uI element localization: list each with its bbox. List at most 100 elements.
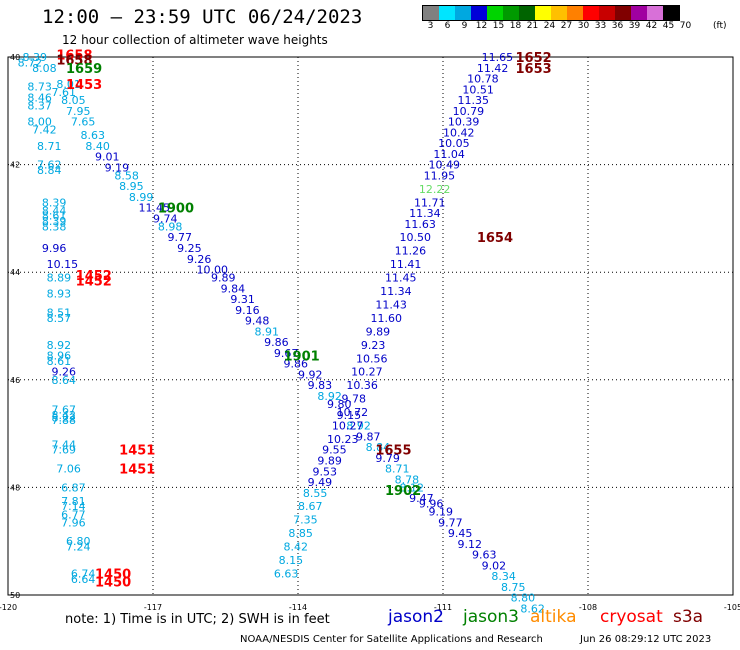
wave-height-reading: 8.62 xyxy=(520,602,545,615)
wave-height-reading: 6.77 xyxy=(61,508,86,521)
wave-height-reading: 9.31 xyxy=(230,293,255,306)
wave-height-reading: 8.84 xyxy=(37,164,62,177)
wave-height-reading: 9.16 xyxy=(235,304,260,317)
legend-swatch xyxy=(567,6,583,20)
wave-height-reading: 8.78 xyxy=(395,473,420,486)
wave-height-reading: 10.27 xyxy=(332,420,364,433)
pass-time-label: 1453 xyxy=(66,78,102,93)
wave-height-reading: 11.45 xyxy=(385,272,417,285)
wave-height-reading: 8.98 xyxy=(158,220,183,233)
wave-height-reading: 9.83 xyxy=(308,379,333,392)
pass-time-label: 1902 xyxy=(385,484,421,499)
wave-height-reading: 10.49 xyxy=(429,159,461,172)
wave-height-reading: 8.64 xyxy=(52,374,77,387)
wave-height-reading: 8.15 xyxy=(279,554,304,567)
wave-height-reading: 8.05 xyxy=(61,94,86,107)
satellite-jason2-label: jason2 xyxy=(388,607,444,627)
wave-height-reading: 11.95 xyxy=(424,169,456,182)
legend-swatch xyxy=(503,6,519,20)
wave-height-reading: 12.22 xyxy=(419,183,451,196)
pass-time-label: 1659 xyxy=(66,62,102,77)
wave-height-reading: 8.92 xyxy=(317,390,342,403)
wave-height-reading: 10.72 xyxy=(337,406,369,419)
wave-height-reading: 8.37 xyxy=(27,99,52,112)
wave-height-reading: 8.63 xyxy=(81,129,106,142)
legend-label: 42 xyxy=(645,21,658,31)
wave-height-reading: 9.19 xyxy=(105,161,129,174)
wave-height-reading: 9.48 xyxy=(245,315,269,328)
wave-height-reading: 8.00 xyxy=(27,116,52,129)
wave-height-reading: 8.73 xyxy=(27,81,52,94)
wave-height-reading: 8.01 xyxy=(56,78,80,91)
pass-time-label: 1653 xyxy=(516,62,552,77)
wave-height-reading: 9.55 xyxy=(322,444,347,457)
wave-height-reading: 8.22 xyxy=(52,411,77,424)
map-subtitle: 12 hour collection of altimeter wave hei… xyxy=(62,33,328,47)
wave-height-reading: 7.95 xyxy=(66,105,91,118)
wave-height-reading: 8.39 xyxy=(23,51,48,64)
pass-time-label: 1451 xyxy=(119,444,155,459)
wave-height-reading: 8.55 xyxy=(303,487,328,500)
wave-height-reading: 10.51 xyxy=(462,83,494,96)
wave-height-reading: 7.44 xyxy=(52,438,77,451)
legend-swatch xyxy=(615,6,631,20)
wave-height-reading: 7.42 xyxy=(32,124,57,137)
wave-height-reading: 8.91 xyxy=(255,325,280,338)
wave-height-reading: 9.25 xyxy=(177,242,202,255)
pass-time-label: 1900 xyxy=(158,202,194,217)
legend-label: 9 xyxy=(461,21,468,31)
wave-height-reading: 8.42 xyxy=(52,409,77,422)
latitude-tick-label: 40 xyxy=(10,53,20,62)
wave-height-reading: 9.86 xyxy=(264,336,289,349)
wave-height-reading: 8.95 xyxy=(119,180,143,193)
wave-height-reading: 9.01 xyxy=(95,151,120,164)
pass-time-label: 1451 xyxy=(119,463,155,478)
wave-height-reading: 10.78 xyxy=(467,73,499,86)
wave-height-reading: 9.87 xyxy=(356,430,381,443)
wave-height-reading: 9.19 xyxy=(429,506,454,519)
legend-swatch xyxy=(599,6,615,20)
pass-time-label: 1652 xyxy=(516,51,552,66)
generation-timestamp: Jun 26 08:29:12 UTC 2023 xyxy=(580,634,712,645)
legend-swatch xyxy=(647,6,663,20)
wave-height-reading: 10.50 xyxy=(400,231,432,244)
wave-height-reading: 8.89 xyxy=(47,272,72,285)
wave-height-reading: 6.74 xyxy=(71,567,96,580)
wave-height-reading: 8.42 xyxy=(284,541,309,554)
wave-height-reading: 7.65 xyxy=(71,116,96,129)
wave-height-reading: 9.49 xyxy=(308,476,333,489)
wave-height-reading: 7.62 xyxy=(37,159,62,172)
wave-height-reading: 10.79 xyxy=(453,105,485,118)
latitude-tick-label: 42 xyxy=(10,161,20,170)
wave-height-reading: 11.34 xyxy=(409,207,441,220)
legend-swatch xyxy=(439,6,455,20)
wave-height-reading: 8.08 xyxy=(32,62,57,75)
wave-height-reading: 10.39 xyxy=(448,116,480,129)
wave-height-reading: 9.89 xyxy=(211,272,236,285)
wave-height-reading: 9.78 xyxy=(342,393,367,406)
wave-height-reading: 7.35 xyxy=(293,514,318,527)
legend-label: 15 xyxy=(492,21,505,31)
wave-height-reading: 9.96 xyxy=(419,498,444,511)
longitude-tick-label: -117 xyxy=(144,603,162,612)
wave-height-reading: 7.61 xyxy=(52,86,77,99)
wave-height-reading: 9.53 xyxy=(313,465,338,478)
wave-height-reading: 7.69 xyxy=(52,444,77,457)
wave-height-reading: 7.96 xyxy=(61,516,86,529)
pass-time-label: 1658 xyxy=(56,54,92,69)
wave-height-reading: 9.26 xyxy=(187,253,212,266)
pass-time-label: 1452 xyxy=(76,274,112,289)
satellite-altika-label: altika xyxy=(530,607,577,627)
wave-height-reading: 6.64 xyxy=(71,573,96,586)
wave-height-reading: 11.43 xyxy=(375,298,407,311)
wave-height-reading: 8.96 xyxy=(47,350,72,363)
wave-height-reading: 8.84 xyxy=(366,441,391,454)
wave-height-reading: 8.92 xyxy=(47,339,72,352)
longitude-tick-label: -105 xyxy=(724,603,740,612)
satellite-jason3-label: jason3 xyxy=(463,607,519,627)
legend-swatch xyxy=(471,6,487,20)
legend-label: 36 xyxy=(611,21,624,31)
pass-time-label: 1450 xyxy=(95,576,131,591)
wave-height-reading: 9.12 xyxy=(458,538,483,551)
wave-height-reading: 8.51 xyxy=(47,307,72,320)
